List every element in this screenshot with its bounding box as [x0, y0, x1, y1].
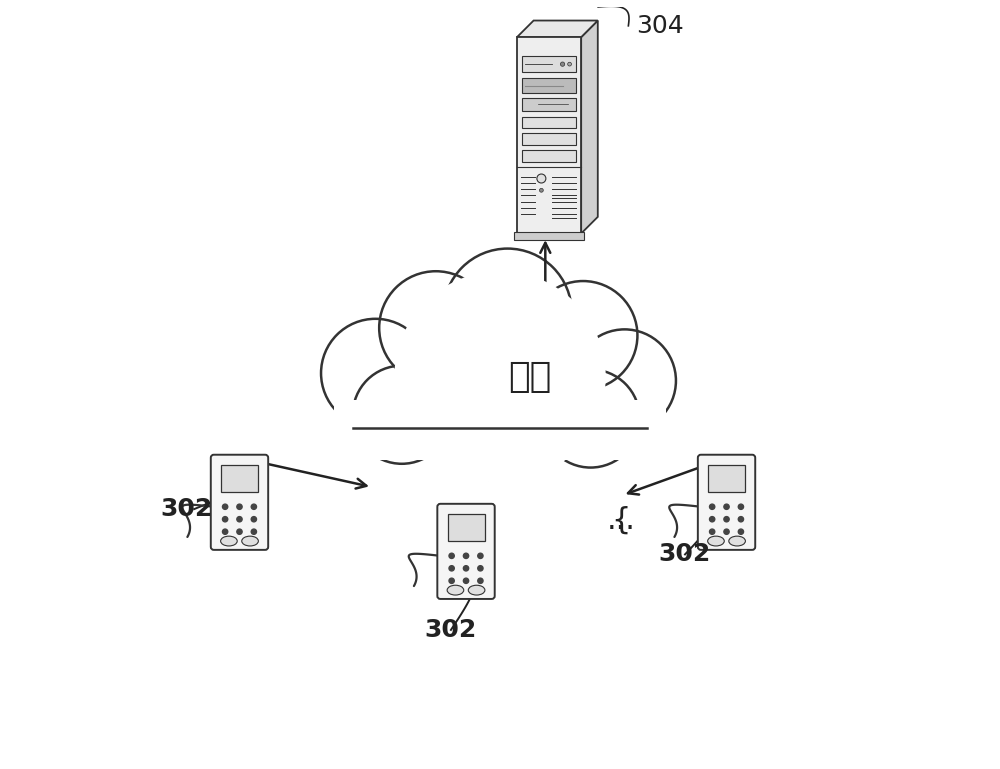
Circle shape [478, 566, 483, 571]
Bar [708, 465, 745, 491]
Circle shape [237, 504, 242, 509]
Circle shape [449, 578, 454, 584]
Circle shape [710, 504, 715, 509]
Bar [221, 465, 258, 491]
Circle shape [710, 517, 715, 522]
Circle shape [463, 553, 469, 558]
Circle shape [529, 281, 637, 390]
Ellipse shape [468, 585, 485, 595]
Ellipse shape [729, 536, 745, 546]
Circle shape [478, 553, 483, 558]
Ellipse shape [242, 536, 258, 546]
Ellipse shape [447, 585, 464, 595]
Circle shape [353, 365, 451, 464]
Text: 302: 302 [424, 618, 477, 642]
Circle shape [573, 329, 676, 432]
Circle shape [394, 271, 606, 483]
Bar [522, 150, 576, 161]
Circle shape [568, 62, 571, 66]
Circle shape [724, 517, 729, 522]
Circle shape [251, 504, 257, 509]
Circle shape [463, 566, 469, 571]
Circle shape [251, 517, 257, 522]
Circle shape [237, 529, 242, 534]
Bar [517, 37, 581, 234]
FancyBboxPatch shape [437, 504, 495, 599]
Circle shape [478, 578, 483, 584]
Bar [522, 117, 576, 128]
Circle shape [539, 188, 543, 192]
Circle shape [710, 529, 715, 534]
Text: ...: ... [606, 506, 635, 535]
Bar [522, 98, 576, 111]
FancyBboxPatch shape [698, 454, 755, 550]
Circle shape [738, 504, 744, 509]
Circle shape [222, 504, 228, 509]
Circle shape [222, 517, 228, 522]
Circle shape [443, 248, 572, 377]
Ellipse shape [708, 536, 724, 546]
Text: 302: 302 [659, 542, 711, 567]
Text: 网络: 网络 [509, 360, 552, 394]
Text: {: { [611, 472, 631, 568]
Circle shape [560, 62, 565, 66]
Circle shape [237, 517, 242, 522]
Circle shape [449, 387, 543, 481]
Bar [448, 514, 485, 541]
Circle shape [251, 529, 257, 534]
FancyBboxPatch shape [211, 454, 268, 550]
Circle shape [222, 529, 228, 534]
Circle shape [537, 174, 546, 183]
Text: 302: 302 [160, 497, 212, 521]
Circle shape [738, 529, 744, 534]
Bar [334, 400, 666, 460]
Circle shape [542, 369, 640, 468]
Bar [514, 232, 584, 239]
Circle shape [383, 260, 617, 494]
Polygon shape [581, 21, 598, 234]
Bar [522, 56, 576, 72]
Circle shape [449, 566, 454, 571]
Bar [522, 78, 576, 93]
Circle shape [738, 517, 744, 522]
Circle shape [449, 553, 454, 558]
Bar [522, 133, 576, 145]
Circle shape [463, 578, 469, 584]
Polygon shape [517, 21, 598, 37]
Circle shape [379, 271, 492, 384]
Ellipse shape [221, 536, 237, 546]
Circle shape [724, 529, 729, 534]
Circle shape [724, 504, 729, 509]
Circle shape [321, 319, 430, 428]
Text: 304: 304 [636, 14, 684, 38]
